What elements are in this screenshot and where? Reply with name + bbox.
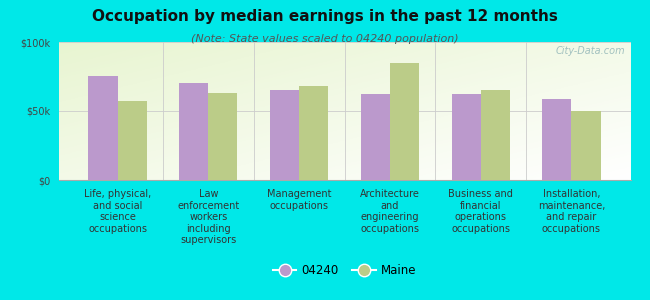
Text: (Note: State values scaled to 04240 population): (Note: State values scaled to 04240 popu… xyxy=(191,34,459,44)
Text: City-Data.com: City-Data.com xyxy=(555,46,625,56)
Bar xyxy=(270,90,299,180)
Bar xyxy=(88,76,118,180)
Bar xyxy=(543,99,571,180)
Bar xyxy=(390,63,419,180)
Bar xyxy=(179,83,208,180)
Bar xyxy=(571,111,601,180)
Legend: 04240, Maine: 04240, Maine xyxy=(268,259,421,282)
Bar xyxy=(361,94,390,180)
Bar xyxy=(118,101,146,180)
Bar xyxy=(299,86,328,180)
Bar xyxy=(481,90,510,180)
Bar xyxy=(452,94,481,180)
Bar xyxy=(208,93,237,180)
Text: Occupation by median earnings in the past 12 months: Occupation by median earnings in the pas… xyxy=(92,9,558,24)
